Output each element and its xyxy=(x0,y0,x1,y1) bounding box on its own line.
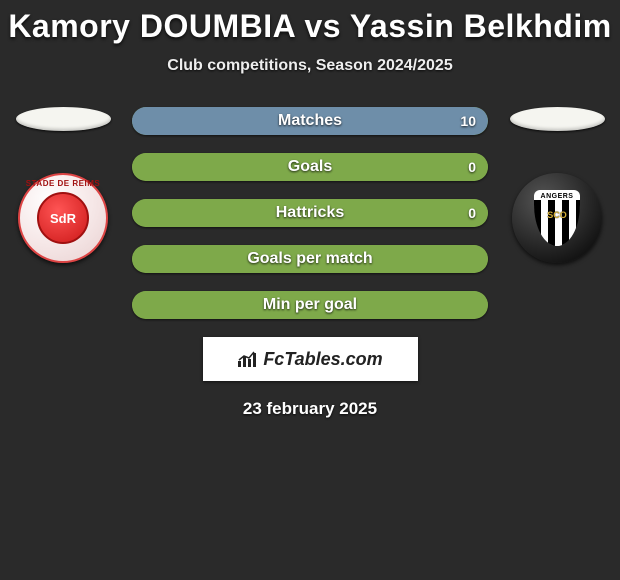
stat-row: Goals per match xyxy=(132,245,488,273)
watermark-box: FcTables.com xyxy=(203,337,418,381)
watermark-text: FcTables.com xyxy=(263,349,382,370)
stat-row: Matches 10 xyxy=(132,107,488,135)
right-club-badge: ANGERS SCO xyxy=(512,173,602,263)
reims-monogram: SdR xyxy=(50,211,76,226)
stat-row: Hattricks 0 xyxy=(132,199,488,227)
reims-ribbon-text: STADE DE REIMS xyxy=(20,179,106,188)
page-subtitle: Club competitions, Season 2024/2025 xyxy=(0,57,620,75)
footer-date: 23 february 2025 xyxy=(0,399,620,419)
stat-fill-right xyxy=(310,153,488,181)
stat-label: Goals xyxy=(288,158,332,176)
stat-label: Hattricks xyxy=(276,204,344,222)
stat-label: Min per goal xyxy=(263,296,357,314)
watermark: FcTables.com xyxy=(237,349,382,370)
stat-value-right: 0 xyxy=(468,159,476,175)
left-club-badge: STADE DE REIMS SdR xyxy=(18,173,108,263)
angers-top-text: ANGERS xyxy=(534,190,580,200)
stat-row: Min per goal xyxy=(132,291,488,319)
stat-value-right: 10 xyxy=(460,113,476,129)
angers-stripes xyxy=(534,200,580,246)
stat-rows: Matches 10 Goals 0 Hattricks 0 Goals per match… xyxy=(118,107,502,319)
reims-inner-circle: SdR xyxy=(37,192,89,244)
page-title: Kamory DOUMBIA vs Yassin Belkhdim xyxy=(0,8,620,45)
right-column: ANGERS SCO xyxy=(502,107,612,263)
right-flag-ellipse xyxy=(510,107,605,131)
stat-fill-left xyxy=(132,153,310,181)
stat-label: Goals per match xyxy=(247,250,372,268)
stat-label: Matches xyxy=(278,112,342,130)
left-column: STADE DE REIMS SdR xyxy=(8,107,118,263)
stat-row: Goals 0 xyxy=(132,153,488,181)
left-flag-ellipse xyxy=(16,107,111,131)
angers-center-text: SCO xyxy=(534,210,580,220)
main-row: STADE DE REIMS SdR Matches10Goals0Hattri… xyxy=(0,107,620,319)
angers-shield: ANGERS SCO xyxy=(534,190,580,246)
comparison-card: Kamory DOUMBIA vs Yassin Belkhdim Club c… xyxy=(0,0,620,419)
watermark-chart-icon xyxy=(237,350,259,368)
stat-value-right: 0 xyxy=(468,205,476,221)
